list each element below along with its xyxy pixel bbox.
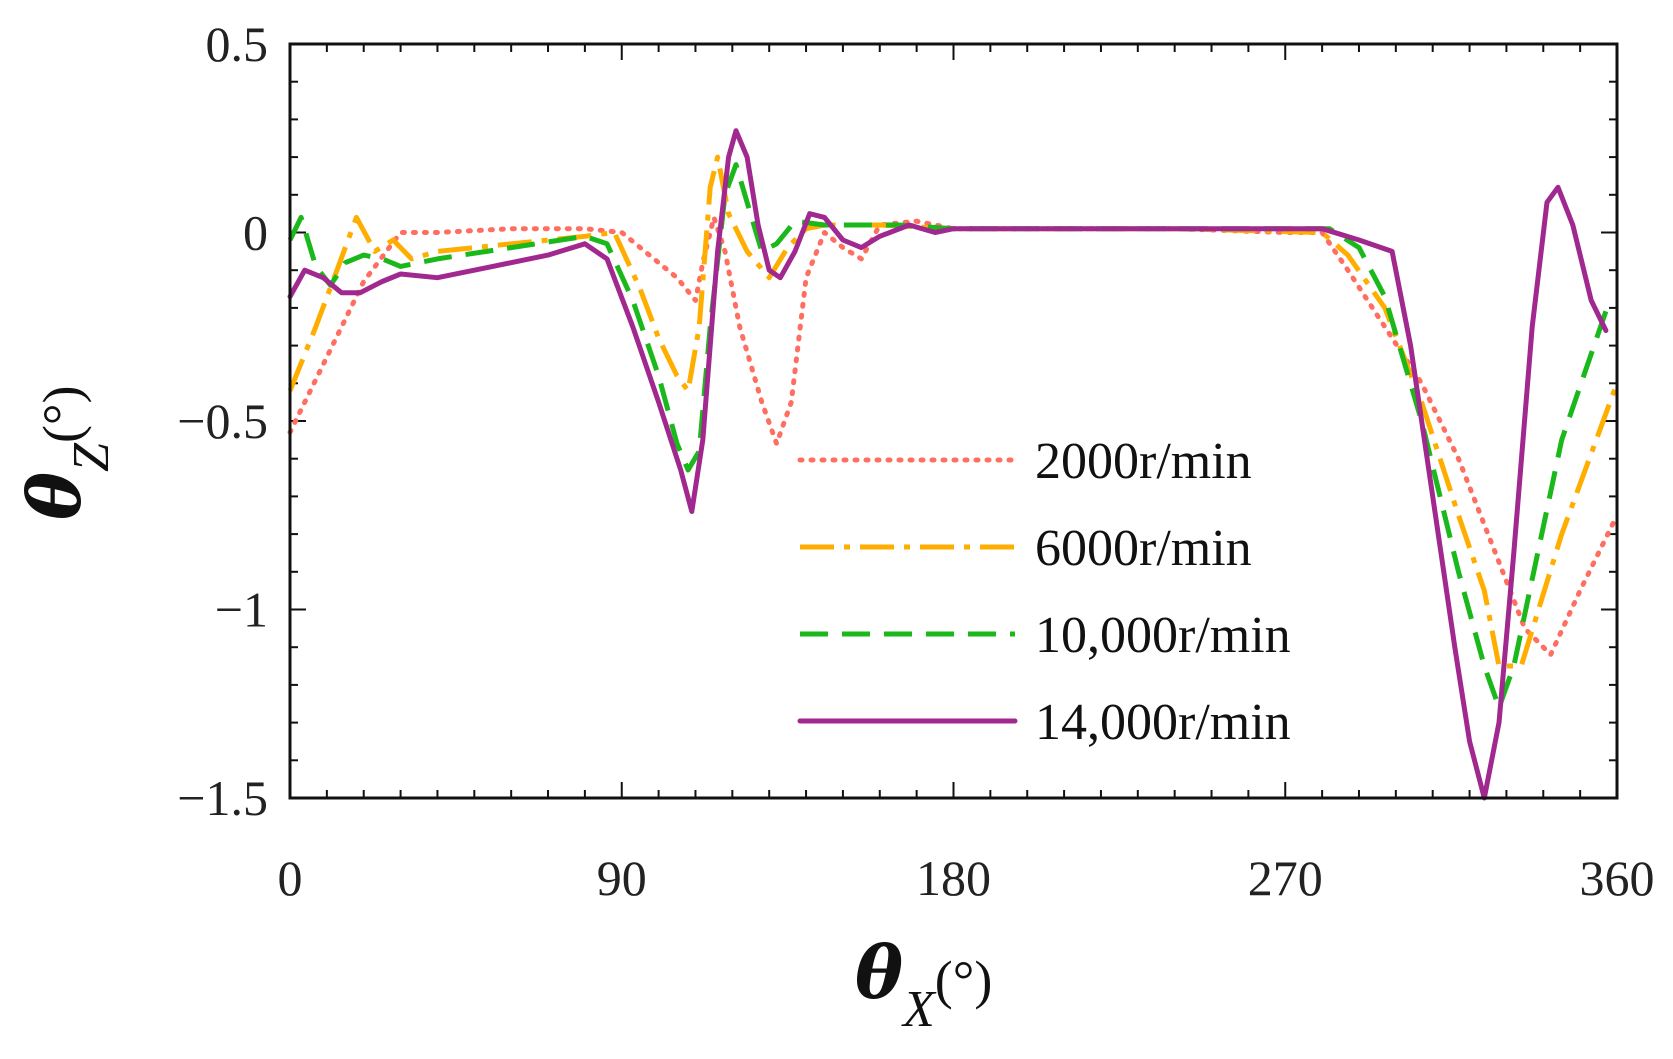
x-axis-unit: (°) — [935, 950, 993, 1010]
y-tick-label: 0 — [243, 205, 268, 261]
series-line-4 — [287, 128, 1609, 801]
series-line-2 — [287, 154, 1620, 669]
x-tick-label: 180 — [916, 850, 991, 906]
plot-area — [290, 44, 1617, 798]
x-axis-label: θX(°) — [855, 930, 992, 1038]
legend-label-3: 10,000r/min — [1035, 607, 1291, 664]
y-tick-label: −1 — [215, 582, 268, 638]
legend: 2000r/min 6000r/min 10,000r/min 14,000r/min — [797, 433, 1291, 751]
y-axis-subscript: Z — [63, 442, 120, 472]
y-axis-unit: (°) — [32, 385, 92, 443]
x-tick-label: 270 — [1248, 850, 1323, 906]
plot-frame — [288, 42, 1619, 800]
x-tick-label: 360 — [1580, 850, 1655, 906]
x-axis-subscript: X — [901, 981, 937, 1038]
y-tick-label: −1.5 — [177, 770, 268, 826]
legend-label-4: 14,000r/min — [1035, 694, 1291, 751]
legend-label-2: 6000r/min — [1035, 520, 1252, 577]
y-tick-label: 0.5 — [206, 16, 269, 72]
x-axis-symbol: θ — [855, 930, 903, 1015]
x-tick-labels: 0 90 180 270 360 — [278, 850, 1655, 906]
legend-label-1: 2000r/min — [1035, 433, 1252, 490]
x-tick-label: 0 — [278, 850, 303, 906]
series-layer — [287, 128, 1620, 801]
y-tick-label: −0.5 — [177, 393, 268, 449]
y-tick-labels: 0.5 0 −0.5 −1 −1.5 — [177, 16, 268, 826]
series-line-3 — [287, 162, 1612, 710]
y-axis-symbol: θ — [12, 472, 97, 520]
y-axis-label: θZ(°) — [12, 385, 120, 520]
x-tick-label: 90 — [597, 850, 647, 906]
